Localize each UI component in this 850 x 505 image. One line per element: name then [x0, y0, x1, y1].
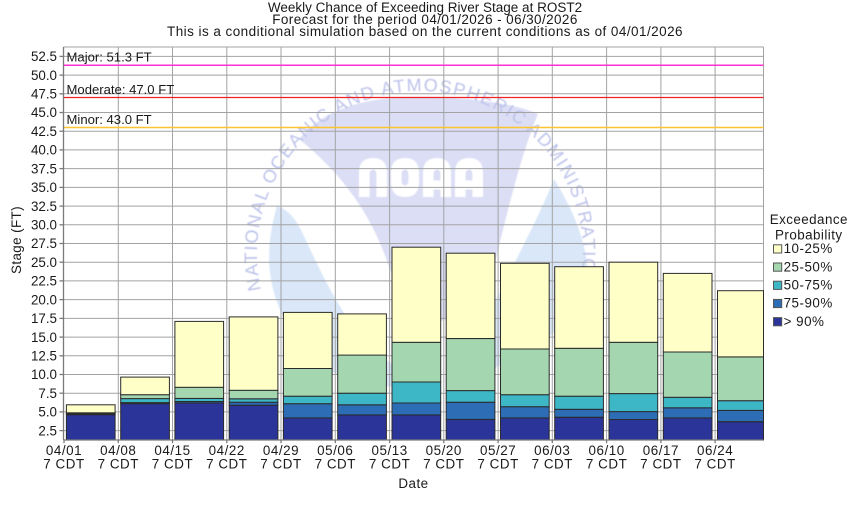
- svg-text:05/20: 05/20: [426, 443, 462, 458]
- svg-text:Stage (FT): Stage (FT): [9, 206, 24, 274]
- svg-text:50-75%: 50-75%: [784, 278, 833, 293]
- svg-text:15.0: 15.0: [31, 330, 57, 345]
- svg-text:Weekly Chance of Exceeding Riv: Weekly Chance of Exceeding River Stage a…: [268, 0, 582, 15]
- svg-text:7 CDT: 7 CDT: [694, 457, 735, 472]
- svg-text:7 CDT: 7 CDT: [206, 457, 247, 472]
- svg-text:30.0: 30.0: [31, 218, 57, 233]
- svg-text:47.5: 47.5: [31, 87, 57, 102]
- svg-text:7 CDT: 7 CDT: [532, 457, 573, 472]
- svg-text:7 CDT: 7 CDT: [369, 457, 410, 472]
- svg-text:7 CDT: 7 CDT: [423, 457, 464, 472]
- svg-text:10.0: 10.0: [31, 367, 57, 382]
- svg-text:20.0: 20.0: [31, 292, 57, 307]
- svg-text:5.0: 5.0: [38, 405, 57, 420]
- svg-text:7 CDT: 7 CDT: [640, 457, 681, 472]
- svg-text:04/22: 04/22: [209, 443, 245, 458]
- svg-text:7 CDT: 7 CDT: [315, 457, 356, 472]
- svg-text:75-90%: 75-90%: [784, 296, 833, 311]
- svg-text:Probability: Probability: [775, 227, 842, 242]
- svg-text:06/10: 06/10: [588, 443, 624, 458]
- svg-text:35.0: 35.0: [31, 180, 57, 195]
- svg-text:06/03: 06/03: [534, 443, 570, 458]
- svg-text:05/27: 05/27: [480, 443, 516, 458]
- svg-text:Date: Date: [398, 476, 428, 491]
- svg-text:04/29: 04/29: [263, 443, 299, 458]
- svg-text:25.0: 25.0: [31, 255, 57, 270]
- svg-text:04/08: 04/08: [100, 443, 136, 458]
- svg-text:27.5: 27.5: [31, 236, 57, 251]
- svg-text:This is a conditional simulati: This is a conditional simulation based o…: [167, 24, 683, 39]
- svg-text:42.5: 42.5: [31, 124, 57, 139]
- svg-text:06/24: 06/24: [697, 443, 733, 458]
- svg-text:40.0: 40.0: [31, 143, 57, 158]
- svg-text:05/06: 05/06: [317, 443, 353, 458]
- svg-text:7 CDT: 7 CDT: [586, 457, 627, 472]
- svg-text:06/17: 06/17: [643, 443, 679, 458]
- svg-text:7.5: 7.5: [38, 386, 57, 401]
- svg-text:Major: 51.3 FT: Major: 51.3 FT: [67, 50, 152, 65]
- svg-text:52.5: 52.5: [31, 49, 57, 64]
- svg-text:45.0: 45.0: [31, 105, 57, 120]
- svg-text:Exceedance: Exceedance: [770, 212, 848, 227]
- svg-text:Forecast for the period 04/01/: Forecast for the period 04/01/2026 - 06/…: [272, 12, 578, 27]
- svg-text:7 CDT: 7 CDT: [43, 457, 84, 472]
- svg-text:50.0: 50.0: [31, 68, 57, 83]
- svg-text:22.5: 22.5: [31, 274, 57, 289]
- svg-text:25-50%: 25-50%: [784, 259, 833, 274]
- svg-text:04/01: 04/01: [46, 443, 82, 458]
- svg-text:10-25%: 10-25%: [784, 241, 833, 256]
- svg-text:04/15: 04/15: [154, 443, 190, 458]
- svg-text:Minor: 43.0 FT: Minor: 43.0 FT: [67, 112, 152, 127]
- svg-text:7 CDT: 7 CDT: [152, 457, 193, 472]
- svg-text:32.5: 32.5: [31, 199, 57, 214]
- svg-text:2.5: 2.5: [38, 423, 57, 438]
- svg-text:37.5: 37.5: [31, 161, 57, 176]
- svg-text:05/13: 05/13: [371, 443, 407, 458]
- svg-text:7 CDT: 7 CDT: [477, 457, 518, 472]
- svg-text:12.5: 12.5: [31, 349, 57, 364]
- svg-text:7 CDT: 7 CDT: [98, 457, 139, 472]
- svg-text:> 90%: > 90%: [784, 314, 825, 329]
- svg-text:Moderate: 47.0 FT: Moderate: 47.0 FT: [67, 82, 175, 97]
- svg-text:7 CDT: 7 CDT: [260, 457, 301, 472]
- svg-text:17.5: 17.5: [31, 311, 57, 326]
